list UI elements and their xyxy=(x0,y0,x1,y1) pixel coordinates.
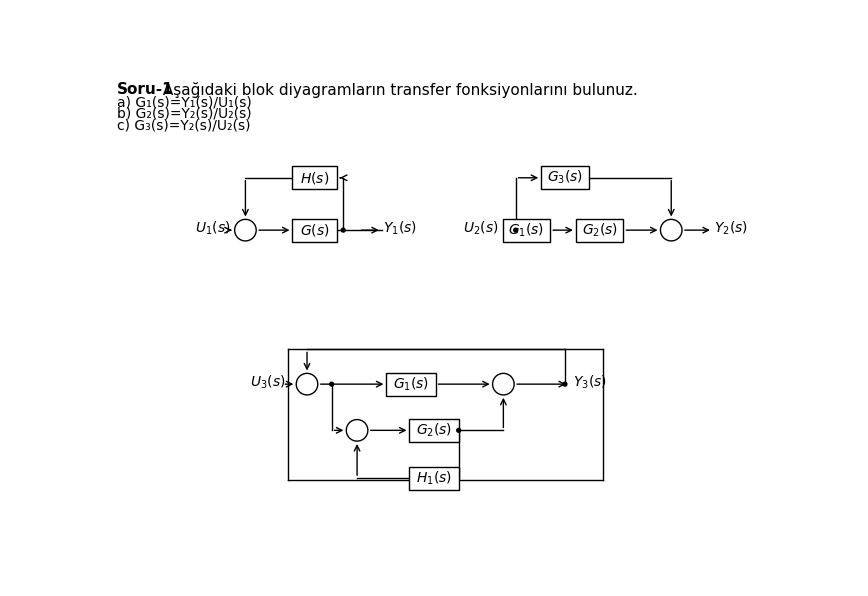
Text: Aşağıdaki blok diyagramların transfer fonksiyonlarını bulunuz.: Aşağıdaki blok diyagramların transfer fo… xyxy=(159,82,638,98)
Circle shape xyxy=(346,420,368,441)
Circle shape xyxy=(661,219,682,241)
Text: $Y_1(s)$: $Y_1(s)$ xyxy=(384,219,418,237)
Text: $G_1(s)$: $G_1(s)$ xyxy=(393,375,429,393)
Text: +: + xyxy=(296,373,307,386)
Bar xyxy=(293,166,337,190)
Text: +: + xyxy=(345,419,356,432)
Text: +: + xyxy=(660,220,670,233)
Text: $G_2(s)$: $G_2(s)$ xyxy=(416,421,452,439)
Text: $H(s)$: $H(s)$ xyxy=(300,170,329,186)
Text: $G_1(s)$: $G_1(s)$ xyxy=(509,222,544,239)
Text: $U_2(s)$: $U_2(s)$ xyxy=(464,219,499,237)
Circle shape xyxy=(514,228,517,232)
Text: −: − xyxy=(302,383,315,398)
Text: $H_1(s)$: $H_1(s)$ xyxy=(416,470,452,487)
Text: a) G₁(s)=Y₁(s)/U₁(s): a) G₁(s)=Y₁(s)/U₁(s) xyxy=(117,95,252,110)
Circle shape xyxy=(493,373,514,395)
Circle shape xyxy=(234,219,256,241)
Text: c) G₃(s)=Y₂(s)/U₂(s): c) G₃(s)=Y₂(s)/U₂(s) xyxy=(117,119,250,132)
Text: b) G₂(s)=Y₂(s)/U₂(s): b) G₂(s)=Y₂(s)/U₂(s) xyxy=(117,107,252,121)
Circle shape xyxy=(341,228,345,232)
Text: $G_2(s)$: $G_2(s)$ xyxy=(582,222,618,239)
Text: −: − xyxy=(240,229,253,244)
Bar xyxy=(293,219,337,242)
Bar xyxy=(503,219,550,242)
Text: $Y_2(s)$: $Y_2(s)$ xyxy=(714,219,748,237)
Bar xyxy=(575,219,623,242)
Text: +: + xyxy=(500,373,511,386)
Text: $G(s)$: $G(s)$ xyxy=(300,222,330,238)
Circle shape xyxy=(330,382,333,386)
Text: Soru-1: Soru-1 xyxy=(117,82,174,97)
Circle shape xyxy=(457,429,461,432)
Text: $U_3(s)$: $U_3(s)$ xyxy=(250,373,286,390)
Bar xyxy=(409,467,459,490)
Text: +: + xyxy=(355,419,365,432)
Bar xyxy=(409,419,459,442)
Text: $U_1(s)$: $U_1(s)$ xyxy=(194,219,230,237)
Text: $Y_3(s)$: $Y_3(s)$ xyxy=(573,373,607,390)
Bar xyxy=(541,166,589,190)
Circle shape xyxy=(296,373,318,395)
Text: +: + xyxy=(234,220,246,233)
Bar xyxy=(386,372,436,396)
Circle shape xyxy=(563,382,567,386)
Text: +: + xyxy=(670,220,681,233)
Text: +: + xyxy=(492,373,503,386)
Text: $G_3(s)$: $G_3(s)$ xyxy=(547,169,583,187)
